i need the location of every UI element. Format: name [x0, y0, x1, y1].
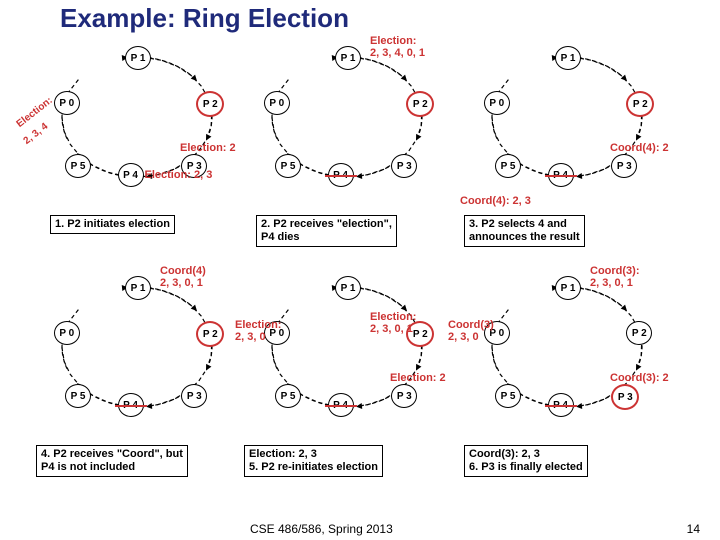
node-p4: P 4: [328, 393, 354, 417]
footer-text: CSE 486/586, Spring 2013: [250, 522, 393, 536]
node-p4: P 4: [548, 163, 574, 187]
panel-caption: 4. P2 receives "Coord", butP4 is not inc…: [36, 445, 188, 477]
ring-panel-1: P 0P 1P 2P 5P 4P 3Election: 2, 3Election…: [40, 45, 240, 245]
edge-label: 2, 3, 0, 1: [160, 277, 203, 289]
node-p0: P 0: [54, 91, 80, 115]
edge-label: Coord(4): [160, 265, 206, 277]
ring-panel-5: P 0P 1P 2P 5P 4P 3Election:2, 3, 0Electi…: [250, 275, 450, 475]
edge-label: Election: 2, 3: [145, 169, 213, 181]
node-p5: P 5: [275, 384, 301, 408]
edge-label: 2, 3, 0: [448, 331, 479, 343]
node-p1: P 1: [335, 276, 361, 300]
node-p4: P 4: [548, 393, 574, 417]
node-p4: P 4: [328, 163, 354, 187]
node-p5: P 5: [495, 154, 521, 178]
edge-label: Coord(3): [448, 319, 494, 331]
ring-panel-4: P 0P 1P 2P 5P 4P 3Coord(4)2, 3, 0, 14. P…: [40, 275, 240, 475]
node-p1: P 1: [555, 276, 581, 300]
panel-caption: 2. P2 receives "election",P4 dies: [256, 215, 397, 247]
edge-label: Election: 2: [180, 142, 236, 154]
node-p0: P 0: [264, 91, 290, 115]
edge-label: Election: 2: [390, 372, 446, 384]
edge-label: Coord(4): 2: [610, 142, 669, 154]
node-p0: P 0: [484, 91, 510, 115]
node-p5: P 5: [275, 154, 301, 178]
panel-caption: Election: 2, 35. P2 re-initiates electio…: [244, 445, 383, 477]
ring-panel-2: P 0P 1P 2P 5P 4P 3Election:2, 3, 4, 0, 1…: [250, 45, 450, 245]
edge-label: Election:: [235, 319, 281, 331]
node-p4: P 4: [118, 393, 144, 417]
edge-label: 2, 3, 0, 1: [590, 277, 633, 289]
edge-label: 2, 3, 4, 0, 1: [370, 47, 425, 59]
panel-caption: 3. P2 selects 4 andannounces the result: [464, 215, 585, 247]
panel-caption: Coord(3): 2, 36. P3 is finally elected: [464, 445, 588, 477]
slide-title: Example: Ring Election: [60, 3, 349, 34]
node-p1: P 1: [335, 46, 361, 70]
edge-label: Coord(3):: [590, 265, 640, 277]
node-p5: P 5: [495, 384, 521, 408]
edge-label: 2, 3, 0, 1: [370, 323, 413, 335]
edge-label: Coord(3): 2: [610, 372, 669, 384]
edge-label: Election:: [370, 35, 416, 47]
edge-label: Coord(4): 2, 3: [460, 195, 531, 207]
node-p1: P 1: [125, 46, 151, 70]
node-p5: P 5: [65, 384, 91, 408]
node-p1: P 1: [555, 46, 581, 70]
node-p1: P 1: [125, 276, 151, 300]
edge-label: 2, 3, 0: [235, 331, 266, 343]
ring-panel-3: P 0P 1P 2P 5P 4P 3Coord(4): 2Coord(4): 2…: [470, 45, 670, 245]
edge-label: Election:: [370, 311, 416, 323]
page-number: 14: [687, 522, 700, 536]
node-p4: P 4: [118, 163, 144, 187]
node-p5: P 5: [65, 154, 91, 178]
node-p0: P 0: [54, 321, 80, 345]
ring-panel-6: P 0P 1P 2P 5P 4P 3Coord(3)2, 3, 0Coord(3…: [470, 275, 670, 475]
panel-caption: 1. P2 initiates election: [50, 215, 175, 234]
